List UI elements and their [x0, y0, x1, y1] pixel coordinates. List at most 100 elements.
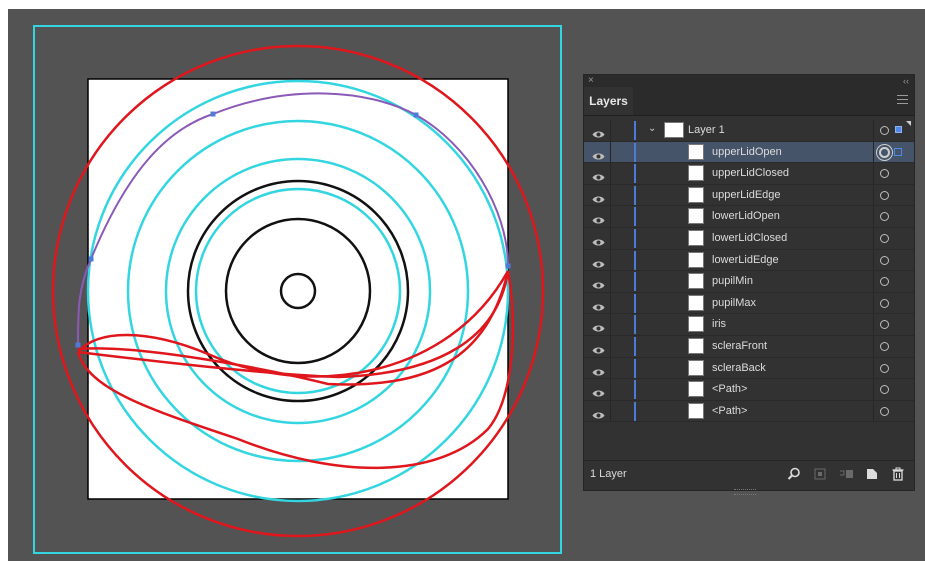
guide-circle-3[interactable]	[164, 157, 432, 425]
sublayer-row[interactable]: upperLidEdge	[584, 184, 914, 207]
column-divider	[610, 141, 611, 163]
anchor-point[interactable]	[505, 263, 511, 269]
layer-thumbnail	[664, 122, 684, 138]
tab-layers[interactable]: Layers	[584, 87, 633, 115]
target-circle-icon[interactable]	[880, 233, 889, 243]
layer-name-label[interactable]: <Path>	[712, 404, 748, 417]
layer-thumbnail	[688, 229, 704, 246]
sublayer-row[interactable]: pupilMax	[584, 292, 914, 315]
layer-name-label[interactable]: <Path>	[712, 383, 748, 396]
column-divider	[610, 120, 611, 141]
visibility-eye-icon[interactable]	[592, 148, 605, 160]
artboard-canvas[interactable]	[8, 9, 925, 561]
column-divider	[610, 379, 611, 400]
column-divider	[610, 227, 611, 249]
target-circle-icon[interactable]	[880, 277, 889, 287]
target-circle-icon[interactable]	[879, 146, 890, 158]
layer-name-label[interactable]: scleraFront	[712, 339, 768, 352]
panel-title-bar[interactable]: × ‹‹	[584, 75, 914, 87]
lower-lid-closed-path[interactable]	[77, 270, 510, 386]
target-circle-icon[interactable]	[880, 298, 889, 308]
hamburger-menu-icon[interactable]	[897, 95, 908, 106]
layer-color-bar	[634, 315, 636, 335]
pupil-max-path[interactable]	[224, 217, 372, 365]
search-icon[interactable]	[786, 467, 802, 483]
target-circle-icon[interactable]	[880, 126, 889, 135]
sublayer-row[interactable]: <Path>	[584, 379, 914, 401]
chevron-down-icon[interactable]: ⌄	[648, 123, 657, 134]
lower-lid-wide-path[interactable]	[76, 270, 515, 470]
layer-name-label[interactable]: upperLidClosed	[712, 167, 790, 180]
target-circle-icon[interactable]	[880, 341, 889, 351]
layer-name-label[interactable]: scleraBack	[712, 361, 766, 374]
layer-color-bar	[634, 293, 636, 313]
sublayer-row[interactable]: lowerLidEdge	[584, 249, 914, 272]
sublayer-row[interactable]: upperLidClosed	[584, 163, 914, 185]
sublayer-row[interactable]: scleraBack	[584, 357, 914, 380]
target-circle-icon[interactable]	[880, 169, 889, 179]
sclera-front-path[interactable]	[86, 79, 510, 503]
visibility-eye-icon[interactable]	[592, 234, 605, 246]
new-layer-icon[interactable]	[864, 467, 880, 483]
anchor-point[interactable]	[413, 112, 419, 118]
anchor-point[interactable]	[75, 342, 81, 348]
layer-name-label[interactable]: pupilMin	[712, 275, 753, 288]
target-circle-icon[interactable]	[880, 385, 889, 395]
target-circle-icon[interactable]	[880, 255, 889, 265]
layer-name-label[interactable]: iris	[712, 318, 727, 331]
sublayer-row[interactable]: lowerLidClosed	[584, 227, 914, 250]
trash-icon[interactable]	[890, 467, 906, 483]
visibility-eye-icon[interactable]	[592, 169, 605, 181]
layer-name-label[interactable]: lowerLidEdge	[712, 253, 779, 266]
visibility-eye-icon[interactable]	[592, 364, 605, 376]
layer-name-label[interactable]: lowerLidOpen	[712, 210, 780, 223]
target-circle-icon[interactable]	[880, 363, 889, 373]
visibility-eye-icon[interactable]	[592, 277, 605, 289]
target-circle-icon[interactable]	[880, 212, 889, 222]
layer-thumbnail	[688, 381, 704, 398]
column-divider	[873, 400, 874, 422]
visibility-eye-icon[interactable]	[592, 407, 605, 419]
selection-indicator-icon[interactable]	[894, 147, 902, 156]
visibility-eye-icon[interactable]	[592, 385, 605, 397]
visibility-eye-icon[interactable]	[592, 126, 605, 138]
clipping-mask-icon[interactable]	[812, 467, 828, 483]
selection-indicator-icon[interactable]	[895, 126, 902, 133]
anchor-point[interactable]	[210, 111, 216, 117]
lower-lid-edge-path[interactable]	[77, 270, 510, 379]
sublayer-row[interactable]: scleraFront	[584, 335, 914, 358]
collapse-panel-icon[interactable]: ‹‹	[903, 76, 909, 86]
sublayer-row[interactable]: <Path>	[584, 400, 914, 423]
resize-grip[interactable]	[734, 489, 756, 495]
upper-lid-open-path[interactable]	[77, 92, 509, 347]
layer-thumbnail	[688, 165, 704, 182]
sclera-back-path[interactable]	[51, 44, 545, 538]
layer-name-label[interactable]: upperLidEdge	[712, 188, 781, 201]
visibility-eye-icon[interactable]	[592, 191, 605, 203]
visibility-eye-icon[interactable]	[592, 212, 605, 224]
guide-circle-4[interactable]	[194, 187, 402, 395]
iris-path[interactable]	[186, 179, 410, 403]
sublayer-row[interactable]: iris	[584, 314, 914, 336]
layer-name-label[interactable]: upperLidOpen	[712, 145, 782, 158]
target-circle-icon[interactable]	[880, 320, 889, 330]
layer-name-label[interactable]: lowerLidClosed	[712, 231, 788, 244]
layer-row[interactable]: ⌄ Layer 1	[584, 120, 914, 142]
new-sublayer-icon[interactable]	[838, 467, 854, 483]
anchor-point[interactable]	[88, 256, 94, 262]
sublayer-row[interactable]: pupilMin	[584, 271, 914, 293]
target-circle-icon[interactable]	[880, 406, 889, 416]
layer-name-label[interactable]: Layer 1	[688, 124, 725, 136]
layer-thumbnail	[688, 402, 704, 419]
visibility-eye-icon[interactable]	[592, 320, 605, 332]
visibility-eye-icon[interactable]	[592, 299, 605, 311]
layer-name-label[interactable]: pupilMax	[712, 296, 757, 309]
guide-circle-2[interactable]	[126, 119, 470, 463]
pupil-min-path[interactable]	[279, 272, 317, 310]
visibility-eye-icon[interactable]	[592, 342, 605, 354]
sublayer-row[interactable]: lowerLidOpen	[584, 206, 914, 228]
target-circle-icon[interactable]	[880, 190, 889, 200]
close-icon[interactable]: ×	[588, 75, 594, 86]
visibility-eye-icon[interactable]	[592, 256, 605, 268]
sublayer-row[interactable]: upperLidOpen	[584, 141, 914, 164]
